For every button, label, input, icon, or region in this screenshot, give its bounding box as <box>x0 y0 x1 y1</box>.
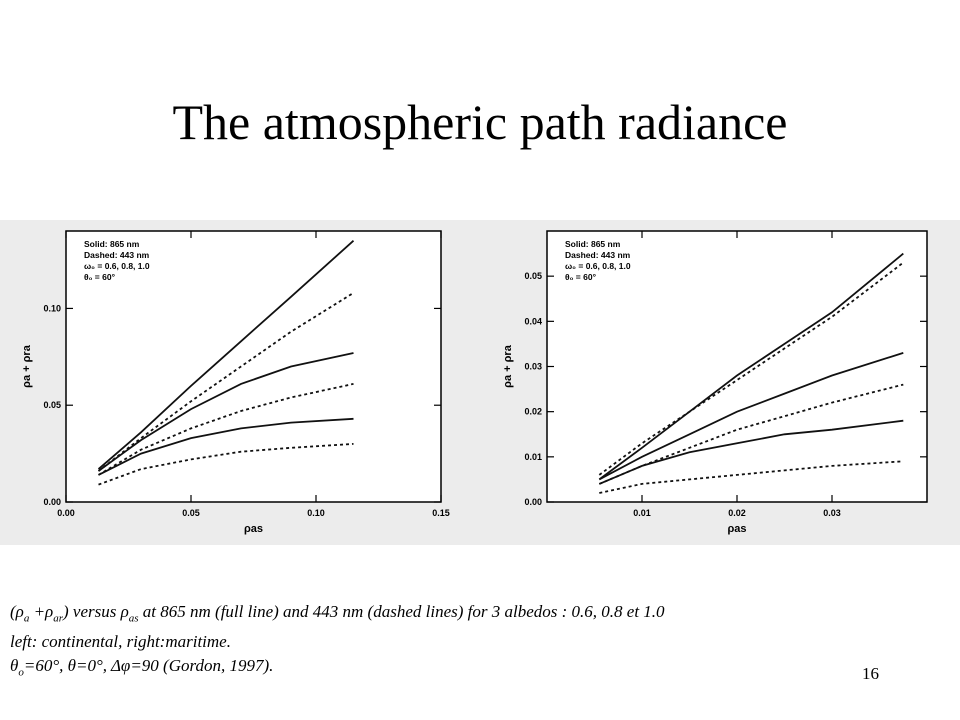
caption-line-2: left: continental, right:maritime. <box>10 632 231 652</box>
x-tick-label: 0.15 <box>432 508 450 518</box>
caption-line-1-part: +ρ <box>29 602 54 621</box>
legend-text: Solid: 865 nm <box>565 239 621 249</box>
legend-text: Dashed: 443 nm <box>84 250 150 260</box>
caption-line-1-part: as <box>128 612 139 625</box>
x-tick-label: 0.05 <box>182 508 200 518</box>
legend-text: θ₀ = 60° <box>84 272 116 282</box>
x-axis-label: ρas <box>727 523 746 535</box>
caption-line-1-part: a <box>23 612 30 625</box>
y-axis-label: ρa + ρra <box>502 344 514 388</box>
y-tick-label: 0.03 <box>524 362 542 372</box>
y-tick-label: 0.01 <box>524 452 542 462</box>
x-tick-label: 0.10 <box>307 508 325 518</box>
y-axis-label: ρa + ρra <box>21 344 33 388</box>
y-tick-label: 0.04 <box>524 316 542 326</box>
series-line-dashed <box>599 460 904 494</box>
series-line-dashed <box>598 383 904 485</box>
caption-line-3-part: =60°, θ=0°, Δφ=90 (Gordon, 1997). <box>23 656 274 676</box>
slide-title: The atmospheric path radiance <box>172 94 788 150</box>
caption-line-1-part: ar <box>53 612 63 625</box>
caption-line-3-part: o <box>18 666 24 679</box>
series-line-dashed <box>97 292 354 472</box>
y-tick-label: 0.05 <box>524 271 542 281</box>
series-line-solid <box>97 240 355 470</box>
plot-frame <box>546 230 928 503</box>
x-tick-label: 0.01 <box>633 508 651 518</box>
caption-line-1-part: (ρ <box>10 602 24 621</box>
series-line-dashed <box>98 443 354 486</box>
caption-line-3-part: θ <box>10 656 19 676</box>
caption-line-1-part: ) versus ρ <box>63 602 129 621</box>
caption-line-3: θo=60°, θ=0°, Δφ=90 (Gordon, 1997). <box>10 654 955 684</box>
y-tick-label: 0.10 <box>43 303 61 313</box>
series-line-solid <box>598 419 904 485</box>
chart-maritime: 0.01 0.02 0.03 0.00 0.01 0.02 0.03 0.04 0.05 ρas ρ… <box>502 230 928 535</box>
y-tick-label: 0.00 <box>524 497 542 507</box>
x-tick-label: 0.02 <box>728 508 746 518</box>
legend-text: ω₀ = 0.6, 0.8, 1.0 <box>565 261 631 271</box>
series-line-solid <box>98 417 354 476</box>
series-line-solid <box>97 352 354 472</box>
caption-line-1: (ρa +ρar) versus ρas at 865 nm (full lin… <box>10 600 955 630</box>
legend-text: Dashed: 443 nm <box>565 250 631 260</box>
figure-caption: (ρa +ρar) versus ρas at 865 nm (full lin… <box>10 600 955 685</box>
plot-frame <box>65 230 442 503</box>
legend-text: ω₀ = 0.6, 0.8, 1.0 <box>84 261 150 271</box>
series-line-solid <box>598 352 904 481</box>
caption-line-1-part: at 865 nm (full line) and 443 nm (dashed… <box>138 602 665 621</box>
slide-number: 16 <box>862 664 879 683</box>
y-tick-label: 0.02 <box>524 407 542 417</box>
x-tick-label: 0.03 <box>823 508 841 518</box>
chart-continental: 0.00 0.05 0.10 0.15 0.00 0.05 0.10 ρas ρa + ρra S… <box>21 230 450 535</box>
legend-text: Solid: 865 nm <box>84 239 140 249</box>
y-tick-label: 0.00 <box>43 497 61 507</box>
y-tick-label: 0.05 <box>43 400 61 410</box>
legend-text: θ₀ = 60° <box>565 272 597 282</box>
x-axis-label: ρas <box>244 523 263 535</box>
x-tick-label: 0.00 <box>57 508 75 518</box>
series-line-solid <box>598 252 904 481</box>
